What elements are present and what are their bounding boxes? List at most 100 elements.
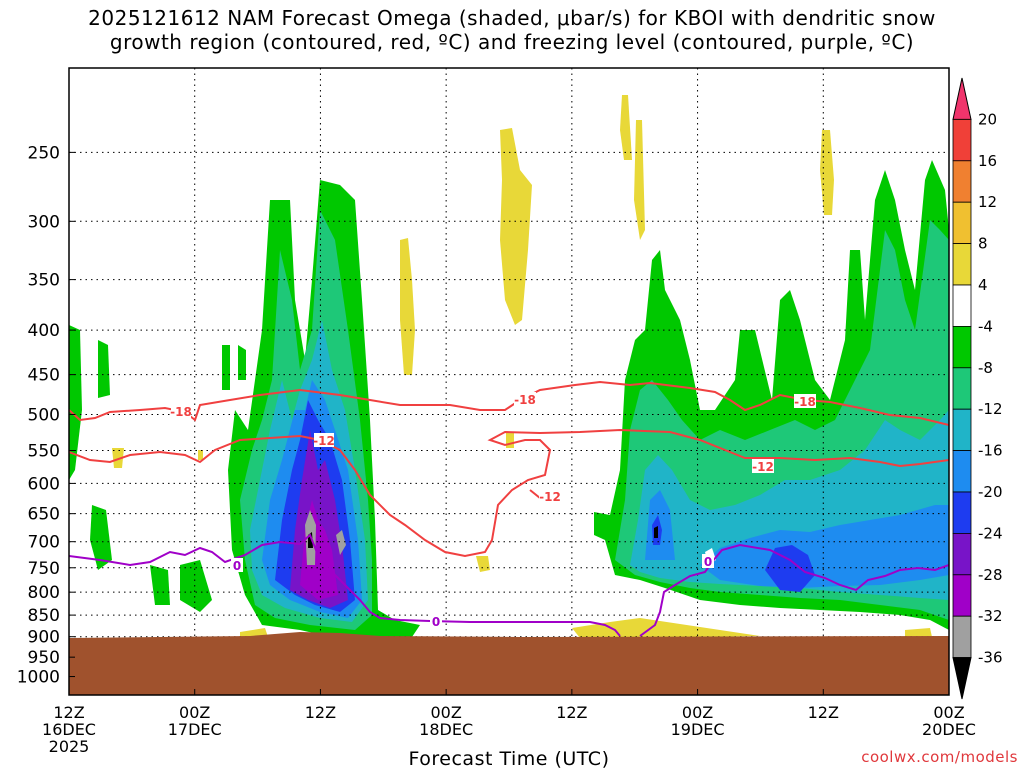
colorbar-label: 16	[978, 152, 997, 170]
contour-label: -18	[794, 394, 816, 409]
contour-label-text: -12	[539, 490, 561, 504]
colorbar-label: 8	[978, 235, 988, 253]
colorbar-label: -20	[978, 483, 1003, 501]
colorbar-label: -8	[978, 359, 993, 377]
contour-label: -12	[539, 489, 561, 504]
omega-patch-left-3	[90, 505, 112, 570]
omega-patch-left-5	[180, 560, 212, 612]
colorbar-swatch	[952, 615, 972, 659]
y-axis: 2503003504004505005506006507007508008509…	[17, 143, 75, 688]
contour-label: 0	[702, 554, 714, 569]
colorbar-swatch	[952, 284, 972, 327]
x-tick-label: 19DEC	[671, 720, 725, 739]
colorbar-label: -4	[978, 317, 993, 335]
colorbar-label: 4	[978, 276, 988, 294]
y-tick-label: 750	[28, 559, 60, 579]
x-tick-label: 17DEC	[168, 720, 222, 739]
x-axis-label: Forecast Time (UTC)	[409, 748, 610, 768]
colorbar-swatch	[952, 491, 972, 534]
colorbar-swatch	[952, 533, 972, 576]
contour-labels: -18 -12 -18 -12 -18 -12 0 0	[170, 392, 816, 629]
y-tick-label: 700	[28, 533, 60, 553]
watermark: coolwx.com/models	[861, 748, 1018, 766]
colorbar-label: -24	[978, 524, 1003, 542]
colorbar-swatch	[952, 325, 972, 369]
contour-label-text: 0	[704, 555, 712, 569]
contour-label-text: -12	[313, 434, 335, 448]
omega-patch-left-1	[69, 325, 82, 480]
omega-shading	[69, 95, 949, 640]
chart-title-line-1: 2025121612 NAM Forecast Omega (shaded, μ…	[88, 6, 936, 30]
x-tick-label: 18DEC	[419, 720, 473, 739]
omega-green-small-2	[238, 345, 246, 380]
colorbar-label: -16	[978, 442, 1003, 460]
colorbar-label: 12	[978, 193, 997, 211]
plot-frame	[68, 67, 950, 696]
contour-label: -12	[752, 459, 774, 474]
colorbar-swatch	[952, 657, 972, 700]
contour-zero-2	[639, 543, 949, 637]
omega-yellow-col-2	[620, 95, 632, 160]
omega-yellow-ground-1	[572, 618, 760, 638]
y-tick-label: 350	[28, 271, 60, 291]
contour-label-text: -18	[514, 393, 536, 407]
colorbar: 20 16 12 8 4 -4 -8 -12 -16 -20 -24 -28 -32 -36	[952, 77, 1003, 700]
colorbar-label: -12	[978, 400, 1003, 418]
x-tick-label: 20DEC	[922, 720, 976, 739]
colorbar-swatch	[952, 160, 972, 203]
omega-yellow-col-4	[820, 130, 834, 215]
x-tick-label: 12Z	[305, 703, 336, 722]
colorbar-label: 20	[978, 110, 997, 128]
y-tick-label: 850	[28, 606, 60, 626]
chart-title: 2025121612 NAM Forecast Omega (shaded, μ…	[0, 6, 1024, 54]
contour-label: 0	[430, 614, 442, 629]
omega-yellow-blob-2	[506, 432, 514, 448]
y-tick-label: 900	[28, 628, 60, 648]
y-tick-label: 550	[28, 442, 60, 462]
x-tick-label: 12Z	[53, 703, 84, 722]
colorbar-swatch	[952, 450, 972, 493]
y-tick-label: 650	[28, 505, 60, 525]
contour-minus12	[69, 428, 949, 558]
colorbar-label: -28	[978, 566, 1003, 584]
x-tick-label: 16DEC	[42, 720, 96, 739]
omega-event2-black-dot	[654, 526, 658, 538]
x-tick-label: 00Z	[682, 703, 713, 722]
colorbar-swatch	[952, 77, 972, 120]
contour-label-text: -18	[794, 395, 816, 409]
contour-label-text: -12	[752, 460, 774, 474]
x-tick-label: 12Z	[556, 703, 587, 722]
omega-yellow-col-1	[400, 238, 415, 375]
contour-label-text: 0	[233, 559, 241, 573]
x-tick-label: 2025	[49, 737, 90, 756]
contour-zero	[69, 533, 621, 637]
y-tick-label: 800	[28, 583, 60, 603]
y-tick-label: 250	[28, 143, 60, 163]
y-tick-label: 500	[28, 405, 60, 425]
omega-patch-left-6	[112, 448, 124, 468]
omega-patch-left-4	[150, 565, 170, 605]
colorbar-swatch	[952, 243, 972, 286]
colorbar-swatch	[952, 201, 972, 244]
x-tick-label: 12Z	[808, 703, 839, 722]
colorbar-label: -36	[978, 649, 1003, 667]
omega-patch-left-2	[98, 340, 110, 398]
terrain	[69, 632, 949, 695]
freezing-level-contour	[69, 533, 949, 637]
omega-yellow-small	[198, 450, 203, 460]
y-tick-label: 400	[28, 321, 60, 341]
omega-yellow-ground-3	[905, 628, 932, 638]
omega-yellow-col-3	[634, 120, 645, 240]
omega-event2-blue-2	[700, 505, 949, 588]
omega-green-small-1	[222, 345, 230, 390]
x-tick-label: 00Z	[179, 703, 210, 722]
colorbar-swatch	[952, 574, 972, 617]
contour-label: 0	[231, 558, 243, 573]
colorbar-swatch	[952, 408, 972, 452]
colorbar-swatch	[952, 367, 972, 410]
y-tick-label: 1000	[17, 668, 60, 688]
colorbar-swatch	[952, 119, 972, 162]
omega-yellow-blob-1	[476, 556, 490, 572]
omega-event1-gray-2	[336, 530, 346, 555]
